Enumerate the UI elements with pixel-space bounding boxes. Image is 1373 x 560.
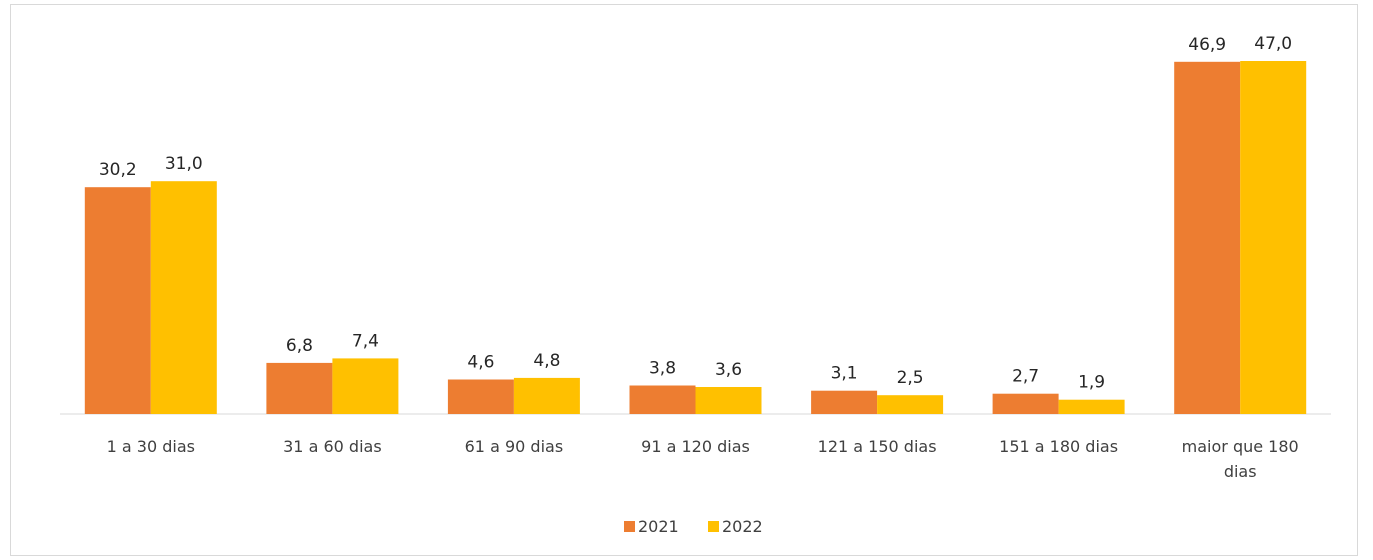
data-label-2021-2: 4,6 xyxy=(467,353,494,373)
legend-label-2021: 2021 xyxy=(638,517,679,536)
bar-2022-1 xyxy=(332,358,399,414)
data-label-2022-6: 47,0 xyxy=(1254,34,1292,54)
chart-area xyxy=(10,4,1358,556)
legend: 2021 2022 xyxy=(624,517,763,536)
bar-2021-1 xyxy=(266,362,333,414)
data-label-2022-4: 2,5 xyxy=(897,368,924,388)
x-tick-label-4: 121 a 150 dias xyxy=(818,437,937,456)
bar-2021-6 xyxy=(1174,61,1241,415)
x-tick-label-3: 91 a 120 dias xyxy=(641,437,750,456)
data-label-2021-4: 3,1 xyxy=(831,364,858,384)
data-label-2022-1: 7,4 xyxy=(352,331,379,351)
data-label-2021-1: 6,8 xyxy=(286,336,313,356)
bar-2021-2 xyxy=(447,379,514,414)
data-label-2022-2: 4,8 xyxy=(533,351,560,371)
x-tick-label-2: 61 a 90 dias xyxy=(465,437,564,456)
data-label-2022-5: 1,9 xyxy=(1078,373,1105,393)
bar-2022-4 xyxy=(877,395,944,414)
x-tick-label-0: 1 a 30 dias xyxy=(107,437,195,456)
legend-swatch-2022 xyxy=(708,521,719,532)
bar-2022-5 xyxy=(1058,399,1125,414)
legend-swatch-2021 xyxy=(624,521,635,532)
legend-label-2022: 2022 xyxy=(722,517,763,536)
bar-2021-4 xyxy=(811,390,878,414)
bar-2021-0 xyxy=(84,187,151,414)
x-tick-label-6-0: maior que 180 xyxy=(1182,437,1299,456)
data-label-2022-3: 3,6 xyxy=(715,360,742,380)
bar-2022-3 xyxy=(695,387,762,414)
data-label-2021-3: 3,8 xyxy=(649,359,676,379)
data-label-2021-5: 2,7 xyxy=(1012,367,1039,387)
x-tick-label-6-1: dias xyxy=(1224,462,1257,481)
bar-2021-5 xyxy=(992,393,1059,414)
bar-2022-0 xyxy=(150,181,217,414)
x-tick-label-5: 151 a 180 dias xyxy=(999,437,1118,456)
bar-2022-2 xyxy=(513,377,580,414)
data-label-2022-0: 31,0 xyxy=(165,154,203,174)
data-label-2021-6: 46,9 xyxy=(1188,35,1226,55)
bar-2021-3 xyxy=(629,385,696,414)
x-tick-label-1: 31 a 60 dias xyxy=(283,437,382,456)
data-label-2021-0: 30,2 xyxy=(99,160,137,180)
bar-2022-6 xyxy=(1240,61,1307,414)
